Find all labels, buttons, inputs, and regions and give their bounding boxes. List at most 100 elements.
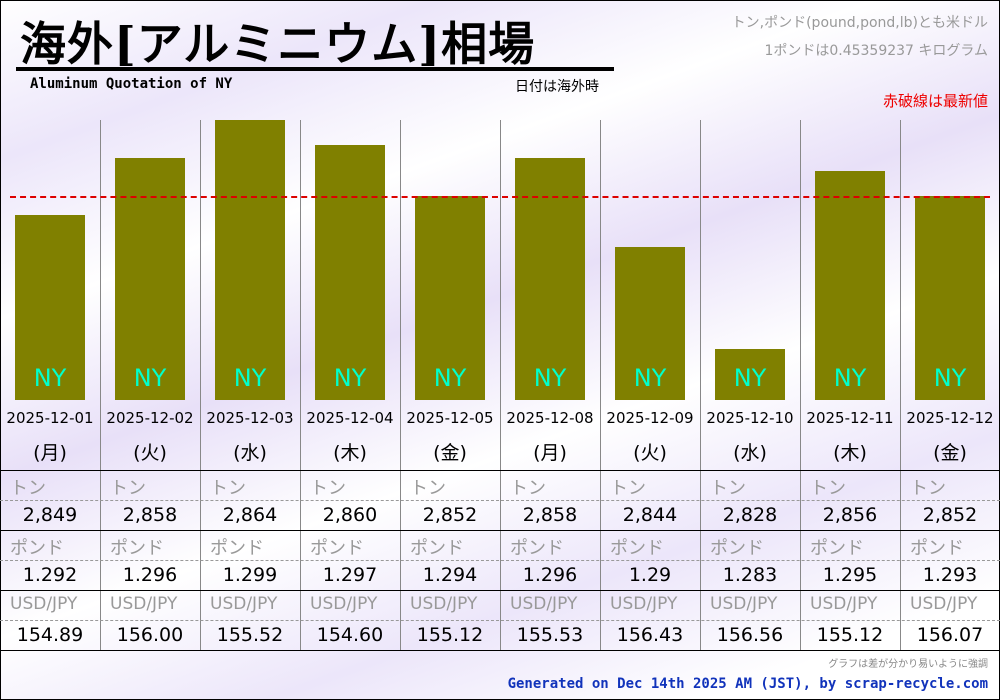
pound-label: ポンド — [710, 538, 764, 559]
ton-label: トン — [510, 478, 546, 499]
bar-label: NY — [333, 364, 367, 392]
usdjpy-value: 155.12 — [416, 624, 484, 646]
usdjpy-value: 156.56 — [716, 624, 784, 646]
date-label: 2025-12-11 — [806, 409, 894, 427]
ton-label: トン — [10, 478, 46, 499]
pound-label: ポンド — [410, 538, 464, 559]
usdjpy-value: 154.89 — [16, 624, 84, 646]
weekday-label: (木) — [333, 442, 367, 464]
bar-label: NY — [133, 364, 167, 392]
usdjpy-value: 155.53 — [516, 624, 584, 646]
bar-label: NY — [33, 364, 67, 392]
bar — [315, 145, 385, 400]
usdjpy-value: 156.00 — [116, 624, 184, 646]
bar — [15, 215, 85, 400]
bar — [115, 158, 185, 400]
pound-label: ポンド — [610, 538, 664, 559]
bar-label: NY — [533, 364, 567, 392]
ton-value: 2,856 — [822, 504, 878, 526]
ton-value: 2,864 — [222, 504, 278, 526]
bar-label: NY — [633, 364, 667, 392]
ton-label: トン — [310, 478, 346, 499]
bar — [915, 196, 985, 400]
usdjpy-value: 156.43 — [616, 624, 684, 646]
table-dashed-divider — [0, 560, 1000, 561]
weekday-label: (火) — [133, 442, 167, 464]
table-dashed-divider — [0, 620, 1000, 621]
weekday-label: (月) — [33, 442, 67, 464]
title-underline — [16, 67, 614, 71]
usdjpy-value: 155.52 — [216, 624, 284, 646]
ton-label: トン — [410, 478, 446, 499]
date-label: 2025-12-01 — [6, 409, 94, 427]
pound-label: ポンド — [310, 538, 364, 559]
ton-label: トン — [610, 478, 646, 499]
table-row-divider — [0, 470, 1000, 471]
bar — [515, 158, 585, 400]
usdjpy-label: USD/JPY — [610, 594, 678, 614]
bar — [815, 170, 885, 400]
weekday-label: (月) — [533, 442, 567, 464]
column-divider — [300, 120, 301, 650]
usdjpy-label: USD/JPY — [910, 594, 978, 614]
date-label: 2025-12-03 — [206, 409, 294, 427]
table-row-divider — [0, 590, 1000, 591]
pound-value: 1.296 — [522, 564, 578, 586]
usdjpy-label: USD/JPY — [510, 594, 578, 614]
bar-label: NY — [733, 364, 767, 392]
pound-label: ポンド — [10, 538, 64, 559]
pound-value: 1.297 — [322, 564, 378, 586]
weekday-label: (火) — [633, 442, 667, 464]
usdjpy-label: USD/JPY — [810, 594, 878, 614]
usdjpy-label: USD/JPY — [310, 594, 378, 614]
pound-label: ポンド — [110, 538, 164, 559]
reference-line — [10, 196, 990, 199]
date-label: 2025-12-12 — [906, 409, 994, 427]
column-divider — [500, 120, 501, 650]
bar-label: NY — [433, 364, 467, 392]
pound-label: ポンド — [910, 538, 964, 559]
pound-value: 1.296 — [122, 564, 178, 586]
pound-label: ポンド — [510, 538, 564, 559]
table-row-divider — [0, 650, 1000, 651]
date-label: 2025-12-02 — [106, 409, 194, 427]
footnote: グラフは差が分かり易いように強調 — [828, 659, 988, 670]
ton-label: トン — [110, 478, 146, 499]
pound-label: ポンド — [810, 538, 864, 559]
bar-label: NY — [933, 364, 967, 392]
column-divider — [900, 120, 901, 650]
usdjpy-value: 154.60 — [316, 624, 384, 646]
bar-label: NY — [233, 364, 267, 392]
ton-label: トン — [810, 478, 846, 499]
ton-value: 2,858 — [122, 504, 178, 526]
ton-value: 2,828 — [722, 504, 778, 526]
unit-note: トン,ポンド(pound,pond,lb)とも米ドル — [731, 15, 988, 31]
generated-credit: Generated on Dec 14th 2025 AM (JST), by … — [507, 676, 988, 692]
date-label: 2025-12-05 — [406, 409, 494, 427]
usdjpy-label: USD/JPY — [10, 594, 78, 614]
column-divider — [400, 120, 401, 650]
pound-value: 1.29 — [628, 564, 672, 586]
bar-label: NY — [833, 364, 867, 392]
ton-value: 2,858 — [522, 504, 578, 526]
usdjpy-value: 156.07 — [916, 624, 984, 646]
ton-value: 2,852 — [422, 504, 478, 526]
table-dashed-divider — [0, 500, 1000, 501]
ton-value: 2,852 — [922, 504, 978, 526]
ton-value: 2,849 — [22, 504, 78, 526]
subtitle: Aluminum Quotation of NY — [30, 76, 233, 92]
pound-label: ポンド — [210, 538, 264, 559]
weekday-label: (木) — [833, 442, 867, 464]
ton-value: 2,860 — [322, 504, 378, 526]
weekday-label: (金) — [933, 442, 967, 464]
pound-value: 1.292 — [22, 564, 78, 586]
pound-note: 1ポンドは0.45359237 キログラム — [764, 43, 988, 59]
usdjpy-value: 155.12 — [816, 624, 884, 646]
pound-value: 1.294 — [422, 564, 478, 586]
column-divider — [800, 120, 801, 650]
red-line-note: 赤破線は最新値 — [882, 92, 988, 110]
ton-label: トン — [910, 478, 946, 499]
pound-value: 1.295 — [822, 564, 878, 586]
column-divider — [700, 120, 701, 650]
weekday-label: (水) — [733, 442, 767, 464]
